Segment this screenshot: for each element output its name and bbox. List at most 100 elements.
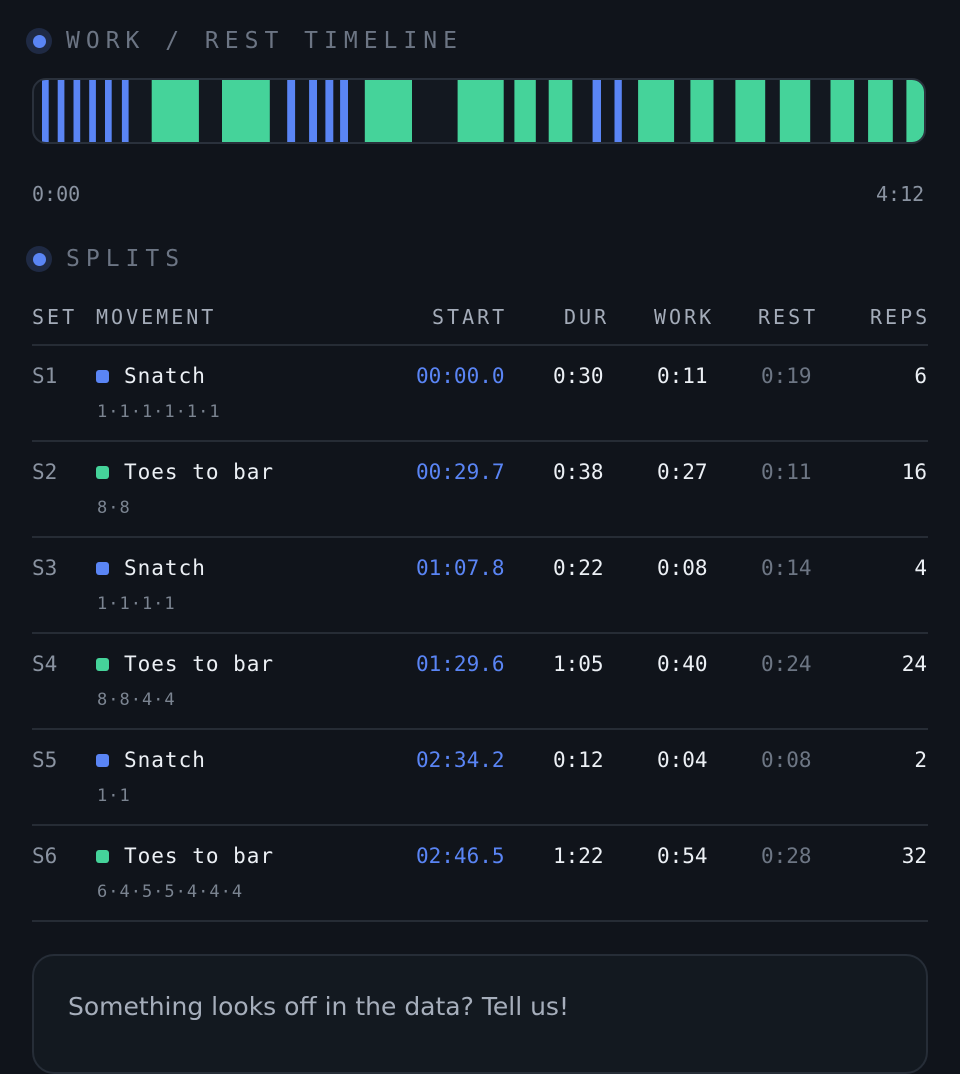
movement-swatch — [96, 562, 109, 575]
rep-pattern: 6·4·5·5·4·4·4 — [97, 882, 244, 902]
col-header-work: WORK — [654, 305, 715, 329]
timeline-segment-snatch — [325, 80, 334, 142]
dur-cell: 0:38 — [553, 460, 604, 484]
movement-cell: Snatch — [124, 556, 206, 580]
reps-cell: 2 — [914, 748, 927, 772]
dur-cell: 0:30 — [553, 364, 604, 388]
timeline-segment-snatch — [105, 80, 112, 142]
feedback-card[interactable]: Something looks off in the data? Tell us… — [32, 954, 928, 1074]
reps-cell: 4 — [914, 556, 927, 580]
work-cell: 0:54 — [657, 844, 708, 868]
timeline-segment-toes-to-bar — [548, 80, 573, 142]
movement-swatch — [96, 466, 109, 479]
work-cell: 0:27 — [657, 460, 708, 484]
set-cell: S4 — [32, 652, 58, 676]
row-divider — [32, 728, 928, 730]
timeline-segment-snatch — [309, 80, 317, 142]
movement-swatch — [96, 370, 109, 383]
movement-swatch — [96, 850, 109, 863]
reps-cell: 24 — [901, 652, 927, 676]
timeline-bars — [42, 80, 924, 142]
row-divider — [32, 536, 928, 538]
timeline-header: WORK / REST TIMELINE — [26, 28, 463, 54]
section-dot-icon — [26, 28, 52, 54]
timeline-segment-toes-to-bar — [514, 80, 536, 142]
start-cell: 02:34.2 — [416, 748, 505, 772]
timeline-segment-toes-to-bar — [830, 80, 855, 142]
work-rest-timeline — [32, 78, 926, 144]
timeline-end-label: 4:12 — [876, 182, 925, 206]
col-header-start: START — [432, 305, 508, 329]
dur-cell: 1:05 — [553, 652, 604, 676]
timeline-segment-toes-to-bar — [364, 80, 412, 142]
start-cell: 00:29.7 — [416, 460, 505, 484]
timeline-segment-snatch — [89, 80, 96, 142]
timeline-segment-snatch — [57, 80, 65, 142]
reps-cell: 6 — [914, 364, 927, 388]
timeline-segment-snatch — [592, 80, 601, 142]
start-cell: 01:29.6 — [416, 652, 505, 676]
splits-title: SPLITS — [66, 246, 186, 272]
section-dot-icon — [26, 246, 52, 272]
timeline-segment-toes-to-bar — [690, 80, 714, 142]
set-cell: S6 — [32, 844, 58, 868]
row-divider — [32, 824, 928, 826]
movement-cell: Snatch — [124, 364, 206, 388]
timeline-title: WORK / REST TIMELINE — [66, 28, 463, 54]
movement-cell: Toes to bar — [124, 652, 275, 676]
set-cell: S2 — [32, 460, 58, 484]
rest-cell: 0:28 — [761, 844, 812, 868]
timeline-segment-snatch — [73, 80, 81, 142]
reps-cell: 32 — [901, 844, 927, 868]
work-cell: 0:11 — [657, 364, 708, 388]
rest-cell: 0:08 — [761, 748, 812, 772]
work-cell: 0:40 — [657, 652, 708, 676]
rest-cell: 0:14 — [761, 556, 812, 580]
row-divider — [32, 632, 928, 634]
header-divider — [32, 344, 928, 346]
timeline-segment-toes-to-bar — [638, 80, 675, 142]
set-cell: S1 — [32, 364, 58, 388]
timeline-segment-toes-to-bar — [457, 80, 504, 142]
rep-pattern: 8·8 — [97, 498, 131, 518]
timeline-segment-toes-to-bar — [779, 80, 811, 142]
movement-cell: Snatch — [124, 748, 206, 772]
work-cell: 0:08 — [657, 556, 708, 580]
start-cell: 00:00.0 — [416, 364, 505, 388]
start-cell: 01:07.8 — [416, 556, 505, 580]
start-cell: 02:46.5 — [416, 844, 505, 868]
col-header-rest: REST — [758, 305, 819, 329]
row-divider — [32, 920, 928, 922]
timeline-segment-snatch — [121, 80, 129, 142]
dur-cell: 1:22 — [553, 844, 604, 868]
timeline-segment-snatch — [614, 80, 622, 142]
movement-swatch — [96, 658, 109, 671]
set-cell: S3 — [32, 556, 58, 580]
timeline-segment-toes-to-bar — [151, 80, 199, 142]
col-header-movement: MOVEMENT — [96, 305, 217, 329]
dur-cell: 0:22 — [553, 556, 604, 580]
rep-pattern: 1·1·1·1 — [97, 594, 176, 614]
timeline-segment-toes-to-bar — [868, 80, 893, 142]
col-header-set: SET — [32, 305, 78, 329]
movement-cell: Toes to bar — [124, 844, 275, 868]
col-header-reps: REPS — [870, 305, 931, 329]
feedback-link[interactable]: Something looks off in the data? Tell us… — [68, 992, 569, 1021]
dur-cell: 0:12 — [553, 748, 604, 772]
set-cell: S5 — [32, 748, 58, 772]
rest-cell: 0:11 — [761, 460, 812, 484]
timeline-segment-toes-to-bar — [735, 80, 766, 142]
timeline-segment-toes-to-bar — [906, 80, 924, 142]
timeline-start-label: 0:00 — [32, 182, 81, 206]
rep-pattern: 1·1 — [97, 786, 131, 806]
work-cell: 0:04 — [657, 748, 708, 772]
timeline-segment-snatch — [340, 80, 348, 142]
timeline-segment-toes-to-bar — [222, 80, 270, 142]
rep-pattern: 1·1·1·1·1·1 — [97, 402, 221, 422]
movement-cell: Toes to bar — [124, 460, 275, 484]
timeline-segment-snatch — [287, 80, 296, 142]
col-header-dur: DUR — [564, 305, 610, 329]
splits-header: SPLITS — [26, 246, 185, 272]
rest-cell: 0:24 — [761, 652, 812, 676]
rest-cell: 0:19 — [761, 364, 812, 388]
